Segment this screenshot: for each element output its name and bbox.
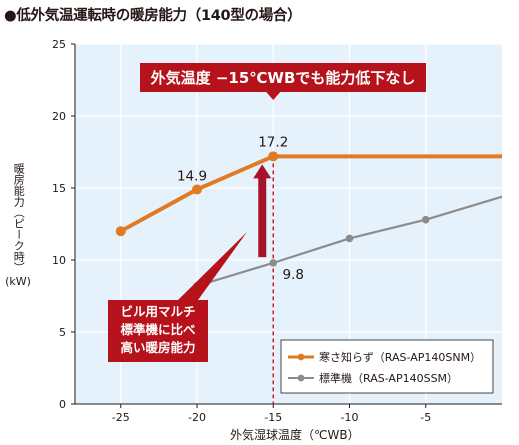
y-tick-label: 25 [52, 38, 66, 51]
legend-box [280, 339, 494, 394]
data-label: 9.8 [283, 267, 304, 283]
series-point-standard [269, 259, 278, 267]
y-tick-label: 10 [52, 254, 66, 267]
callout-text-line: 標準機に比べ [120, 322, 196, 337]
callout-pointer [178, 232, 247, 300]
callout-text-line: 高い暖房能力 [120, 340, 195, 355]
series-point-standard [421, 215, 430, 224]
series-point-samusa-shirazu [115, 226, 126, 237]
x-tick-label: -5 [420, 411, 431, 424]
callout-text-line: ビル用マルチ [120, 304, 195, 319]
legend-label: 寒さ知らず（RAS-AP140SNM） [319, 350, 481, 364]
series-point-samusa-shirazu [192, 184, 202, 195]
data-label: 17.2 [258, 134, 288, 150]
headline-banner [140, 63, 426, 92]
capacity-up-arrow [253, 164, 272, 258]
series-point-standard [345, 234, 354, 243]
x-tick-label: -25 [112, 411, 130, 424]
chart-title: ●低外気温運転時の暖房能力（140型の場合） [4, 8, 302, 24]
series-line-samusa-shirazu [119, 154, 502, 233]
y-tick-label: 15 [52, 182, 66, 195]
x-tick-label: -15 [264, 411, 282, 424]
y-tick-label: 0 [59, 398, 66, 411]
headline-text: 外気温度 −15℃WBでも能力低下なし [150, 69, 416, 87]
legend-swatch-marker [297, 353, 305, 361]
x-tick-label: -20 [188, 411, 206, 424]
y-tick-label: 20 [52, 110, 66, 123]
y-tick-label: 5 [59, 326, 66, 339]
y-axis-unit: (kW) [5, 275, 31, 288]
legend-swatch-marker [297, 374, 305, 382]
x-axis-label: 外気湿球温度（℃WB） [230, 428, 360, 442]
x-tick-label: -10 [341, 411, 359, 424]
legend-label: 標準機（RAS-AP140SSM） [319, 371, 458, 385]
y-axis-label: 暖房能力（ピーク時） (kW) [5, 163, 31, 289]
data-label: 14.9 [177, 168, 207, 184]
headline-pointer [266, 92, 281, 100]
y-axis-label-text: 暖房能力（ピーク時） [12, 163, 26, 273]
callout-box [108, 300, 208, 362]
series-point-samusa-shirazu [268, 151, 279, 162]
